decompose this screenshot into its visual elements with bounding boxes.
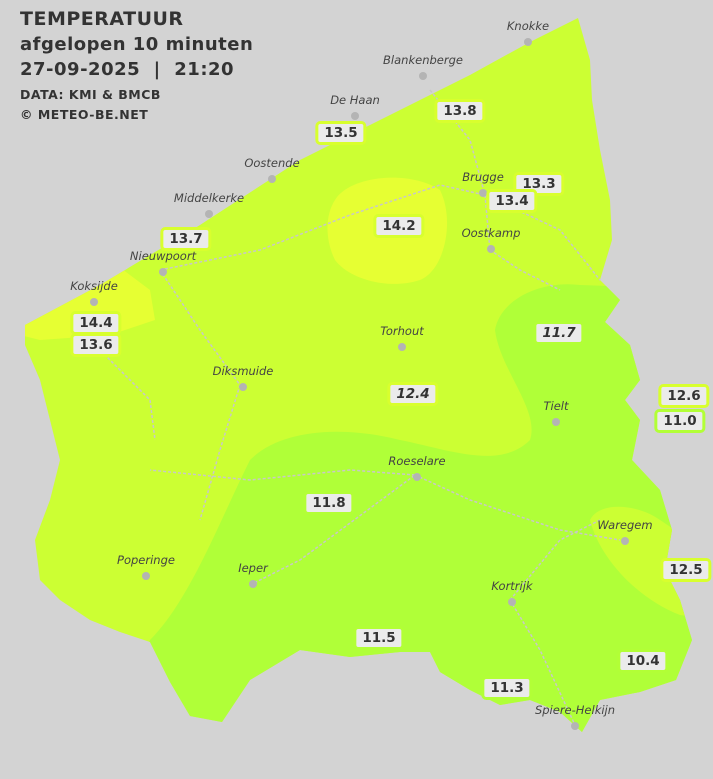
city-marker xyxy=(205,210,213,218)
city-marker xyxy=(90,298,98,306)
city-marker xyxy=(159,268,167,276)
city-marker xyxy=(487,245,495,253)
map-subtitle: afgelopen 10 minuten xyxy=(20,34,254,55)
city-label: Torhout xyxy=(380,324,424,338)
city-label: Roeselare xyxy=(388,454,446,468)
city-marker xyxy=(413,473,421,481)
station-temperature[interactable]: 10.4 xyxy=(617,649,669,673)
city-marker xyxy=(249,580,257,588)
city-marker xyxy=(479,189,487,197)
copyright: © METEO-BE.NET xyxy=(20,107,149,122)
map-title: TEMPERATUUR xyxy=(20,8,184,30)
city-marker xyxy=(524,38,532,46)
station-temperature[interactable]: 14.2 xyxy=(373,214,425,238)
city-marker xyxy=(351,112,359,120)
station-temperature[interactable]: 13.7 xyxy=(160,227,212,251)
zone-10-12 xyxy=(120,284,692,732)
city-label: Diksmuide xyxy=(212,364,274,378)
station-temperature[interactable]: 12.5 xyxy=(660,558,712,582)
data-source: DATA: KMI & BMCB xyxy=(20,87,161,102)
city-label: Spiere-Helkijn xyxy=(534,703,616,717)
city-label: Brugge xyxy=(462,170,504,184)
city-label: Blankenberge xyxy=(383,53,463,67)
station-temperature[interactable]: 13.8 xyxy=(434,99,486,123)
city-label: Middelkerke xyxy=(173,191,245,205)
city-marker xyxy=(398,343,406,351)
city-marker xyxy=(621,537,629,545)
city-marker xyxy=(268,175,276,183)
city-label: Waregem xyxy=(597,518,653,532)
city-label: Oostende xyxy=(244,156,300,170)
station-temperature[interactable]: 13.6 xyxy=(70,333,122,357)
station-temperature[interactable]: 11.7 xyxy=(533,321,585,345)
station-temperature[interactable]: 13.4 xyxy=(486,189,538,213)
city-label: Oostkamp xyxy=(461,226,521,240)
map-datetime: 27-09-2025 | 21:20 xyxy=(20,59,235,80)
station-temperature[interactable]: 11.0 xyxy=(654,409,706,433)
city-marker xyxy=(571,722,579,730)
station-temperature[interactable]: 11.5 xyxy=(353,626,405,650)
city-marker xyxy=(419,72,427,80)
city-label: Nieuwpoort xyxy=(129,249,197,263)
city-marker xyxy=(552,418,560,426)
station-temperature[interactable]: 11.8 xyxy=(303,491,355,515)
city-label: Tielt xyxy=(543,399,569,413)
station-temperature[interactable]: 14.4 xyxy=(70,311,122,335)
station-temperature[interactable]: 12.4 xyxy=(387,382,439,406)
station-temperature[interactable]: 11.3 xyxy=(481,676,533,700)
city-label: Ieper xyxy=(238,561,268,575)
city-marker xyxy=(508,598,516,606)
city-marker xyxy=(142,572,150,580)
station-temperature[interactable]: 12.6 xyxy=(658,384,710,408)
city-marker xyxy=(239,383,247,391)
station-temperature[interactable]: 13.5 xyxy=(315,121,367,145)
city-label: Poperinge xyxy=(117,553,175,567)
city-label: De Haan xyxy=(330,93,380,107)
city-label: Kortrijk xyxy=(491,579,533,593)
city-label: Knokke xyxy=(506,19,550,33)
city-label: Koksijde xyxy=(70,279,118,293)
